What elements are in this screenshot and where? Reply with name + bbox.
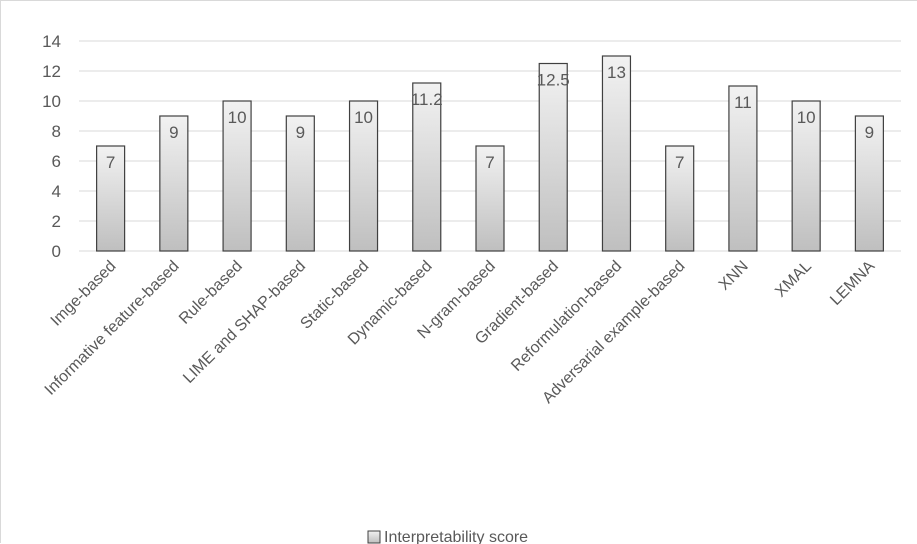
data-label: 10: [354, 108, 373, 127]
data-label: 9: [296, 123, 305, 142]
data-label: 9: [169, 123, 178, 142]
bar: [412, 82, 442, 252]
data-label: 13: [607, 63, 626, 82]
bar: [728, 85, 758, 252]
y-tick-label: 6: [52, 152, 61, 171]
x-tick-label: Informative feature-based: [42, 258, 183, 399]
bar: [159, 115, 189, 252]
x-tick-label: Rule-based: [176, 258, 246, 328]
y-tick-label: 2: [52, 212, 61, 231]
bar: [791, 100, 821, 252]
legend-swatch: [367, 530, 381, 544]
x-tick-label: LIME and SHAP-based: [180, 258, 309, 387]
legend-label: Interpretability score: [384, 529, 528, 544]
bar: [475, 145, 505, 252]
bar: [285, 115, 315, 252]
y-tick-label: 8: [52, 122, 61, 141]
bar: [96, 145, 126, 252]
bar: [348, 100, 379, 252]
data-label: 7: [675, 153, 684, 172]
bar: [665, 145, 695, 252]
data-label: 11: [734, 93, 752, 112]
x-tick-label: XNN: [716, 258, 752, 294]
x-tick-label: XMAL: [772, 258, 815, 301]
data-label: 10: [797, 108, 816, 127]
bar: [601, 55, 632, 252]
y-tick-label: 12: [42, 62, 61, 81]
bar: [854, 115, 884, 252]
data-label: 7: [106, 153, 115, 172]
data-label: 7: [485, 153, 494, 172]
x-tick-label: LEMNA: [827, 258, 878, 309]
data-label: 9: [865, 123, 874, 142]
y-tick-label: 4: [52, 182, 61, 201]
bar: [222, 100, 252, 252]
data-label: 12.5: [537, 71, 570, 90]
y-tick-label: 0: [52, 242, 61, 261]
data-label: 10: [228, 108, 247, 127]
x-tick-label: Reformulation-based: [508, 258, 625, 375]
y-tick-label: 14: [42, 32, 61, 51]
y-tick-label: 10: [42, 92, 61, 111]
bar: [538, 62, 568, 252]
data-label: 11.2: [411, 90, 443, 109]
